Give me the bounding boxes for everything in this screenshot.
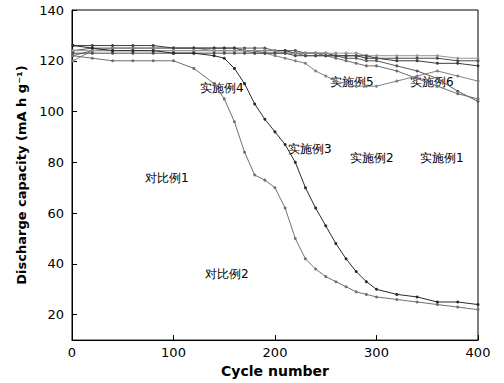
svg-text:40: 40 [47,256,64,271]
svg-text:对比例1: 对比例1 [145,171,189,185]
svg-text:60: 60 [47,206,64,221]
svg-text:Discharge capacity (mA h g⁻¹): Discharge capacity (mA h g⁻¹) [14,65,29,284]
svg-text:实施例4: 实施例4 [200,81,244,95]
svg-text:200: 200 [263,345,288,360]
svg-text:实施例2: 实施例2 [350,151,394,165]
svg-text:0: 0 [68,345,76,360]
svg-text:400: 400 [466,345,491,360]
svg-text:80: 80 [47,155,64,170]
svg-text:100: 100 [39,104,64,119]
svg-text:Cycle number: Cycle number [221,363,329,379]
svg-text:100: 100 [161,345,186,360]
svg-text:300: 300 [364,345,389,360]
svg-text:对比例2: 对比例2 [205,267,249,281]
svg-text:实施例3: 实施例3 [288,142,332,156]
svg-text:实施例5: 实施例5 [330,75,374,89]
svg-text:实施例1: 实施例1 [420,151,464,165]
svg-text:140: 140 [39,3,64,18]
svg-text:120: 120 [39,53,64,68]
svg-text:实施例6: 实施例6 [410,75,454,89]
svg-text:20: 20 [47,307,64,322]
